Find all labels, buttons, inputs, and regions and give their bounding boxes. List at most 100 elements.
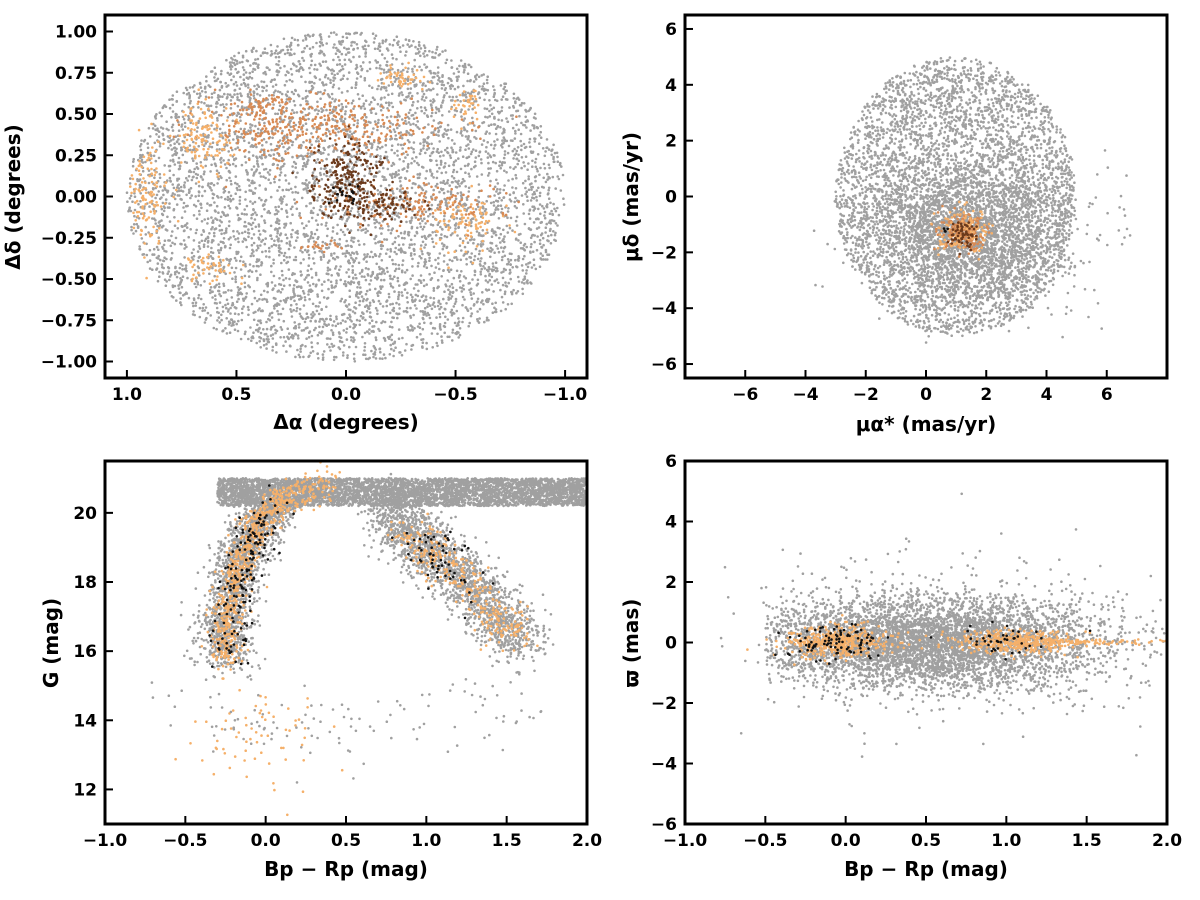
field-star-point (535, 166, 538, 169)
field-star-point (302, 290, 305, 293)
field-star-point (309, 155, 312, 158)
field-star-point (336, 63, 339, 66)
field-star-point (216, 205, 219, 208)
field-star-point (333, 356, 336, 359)
field-star-point (384, 40, 387, 43)
field-star-point (301, 197, 304, 200)
field-star-point (151, 253, 154, 256)
field-star-point (509, 166, 512, 169)
field-star-point (490, 202, 493, 205)
field-star-point (421, 98, 424, 101)
field-star-point (321, 283, 324, 286)
field-star-point (406, 170, 409, 173)
field-star-point (251, 303, 254, 306)
field-star-point (502, 189, 505, 192)
field-star-point (274, 284, 277, 287)
field-star-point (196, 93, 199, 96)
field-star-point (182, 92, 185, 95)
field-star-point (406, 311, 409, 314)
field-star-point (228, 225, 231, 228)
field-star-point (299, 348, 302, 351)
field-star-point (535, 158, 538, 161)
field-star-point (227, 205, 230, 208)
field-star-point (500, 84, 503, 87)
field-star-point (441, 81, 444, 84)
field-star-point (487, 162, 490, 165)
field-star-point (174, 267, 177, 270)
field-star-point (245, 169, 248, 172)
field-star-point (422, 341, 425, 344)
field-star-point (438, 140, 441, 143)
field-star-point (365, 255, 368, 258)
field-star-point (364, 319, 367, 322)
field-star-point (347, 48, 350, 51)
field-star-point (459, 274, 462, 277)
field-star-point (265, 347, 268, 350)
field-star-point (285, 188, 288, 191)
field-star-point (379, 155, 382, 158)
field-star-point (352, 269, 355, 272)
field-star-point (401, 137, 404, 140)
field-star-point (527, 162, 530, 165)
field-star-point (350, 257, 353, 260)
field-star-point (129, 177, 132, 180)
field-star-point (376, 313, 379, 316)
field-star-point (278, 109, 281, 112)
field-star-point (241, 232, 244, 235)
field-star-point (288, 278, 291, 281)
field-star-point (306, 45, 309, 48)
field-star-point (247, 228, 250, 231)
field-star-point (392, 44, 395, 47)
field-star-point (234, 312, 237, 315)
field-star-point (351, 265, 354, 268)
field-star-point (537, 208, 540, 211)
field-star-point (371, 143, 374, 146)
field-star-point (444, 235, 447, 238)
field-star-point (272, 337, 275, 340)
field-star-point (485, 279, 488, 282)
field-star-point (477, 258, 480, 261)
field-star-point (452, 286, 455, 289)
field-star-point (289, 284, 292, 287)
field-star-point (418, 41, 421, 44)
field-star-point (451, 339, 454, 342)
field-star-point (349, 295, 352, 298)
field-star-point (508, 145, 511, 148)
field-star-point (293, 321, 296, 324)
field-star-point (359, 272, 362, 275)
field-star-point (468, 187, 471, 190)
field-star-point (283, 38, 286, 41)
field-star-point (462, 155, 465, 158)
field-star-point (220, 161, 223, 164)
field-star-point (383, 353, 386, 356)
field-star-point (468, 282, 471, 285)
field-star-point (224, 198, 227, 201)
field-star-point (275, 351, 278, 354)
field-star-point (544, 155, 547, 158)
field-star-point (319, 97, 322, 100)
field-star-point (375, 67, 378, 70)
field-star-point (335, 134, 338, 137)
field-star-point (400, 207, 403, 210)
field-star-point (376, 148, 379, 151)
field-star-point (290, 310, 293, 313)
field-star-point (169, 291, 172, 294)
field-star-point (235, 175, 238, 178)
field-star-point (414, 192, 417, 195)
field-star-point (264, 222, 267, 225)
field-star-point (213, 286, 216, 289)
field-star-point (390, 321, 393, 324)
field-star-point (406, 154, 409, 157)
field-star-point (468, 147, 471, 150)
field-star-point (515, 238, 518, 241)
field-star-point (560, 189, 563, 192)
field-star-point (317, 236, 320, 239)
field-star-point (379, 357, 382, 360)
field-star-point (427, 215, 430, 218)
field-star-point (550, 242, 553, 245)
field-star-point (349, 315, 352, 318)
field-star-point (357, 240, 360, 243)
field-star-point (255, 270, 258, 273)
field-star-point (540, 136, 543, 139)
field-star-point (383, 238, 386, 241)
